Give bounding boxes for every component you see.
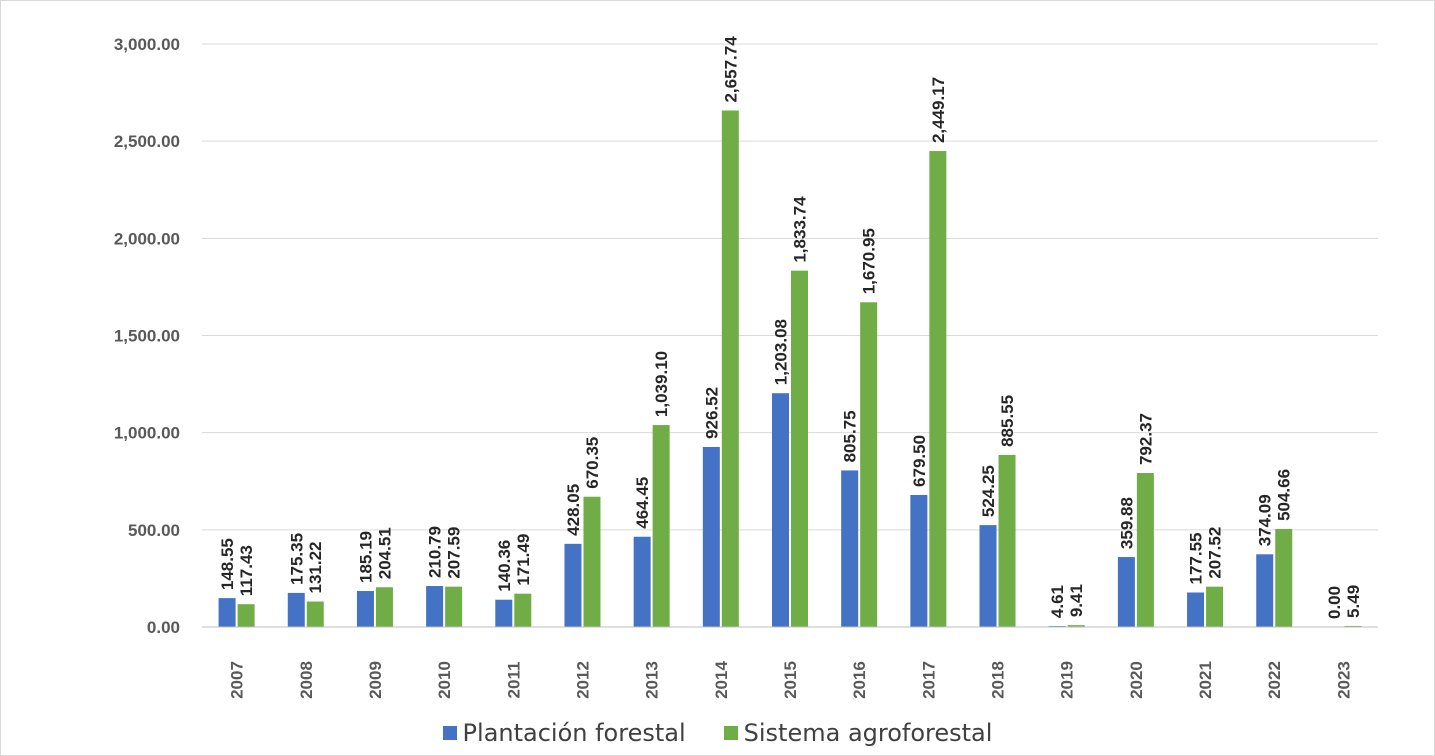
x-tick-label: 2015 — [781, 661, 800, 699]
x-tick-label: 2014 — [712, 661, 731, 699]
data-label: 210.79 — [426, 526, 445, 578]
bar-agroforestal — [1275, 528, 1293, 627]
bar-agroforestal — [1136, 473, 1154, 627]
x-tick-label: 2009 — [366, 661, 385, 699]
bar-agroforestal — [514, 593, 532, 627]
legend: Plantación forestal Sistema agroforestal — [0, 713, 1435, 753]
data-label: 2,449.17 — [929, 77, 948, 143]
bar-agroforestal — [1344, 625, 1362, 627]
data-label: 207.52 — [1206, 527, 1225, 579]
data-label: 504.66 — [1275, 469, 1294, 521]
bar-plantacion — [979, 525, 997, 627]
bar-agroforestal — [445, 586, 463, 627]
bar-plantacion — [426, 586, 444, 627]
data-label: 175.35 — [287, 533, 306, 585]
data-label: 679.50 — [910, 435, 929, 487]
legend-item-agroforestal: Sistema agroforestal — [723, 719, 993, 747]
data-label: 0.00 — [1325, 586, 1344, 619]
bar-plantacion — [495, 599, 513, 627]
bar-plantacion — [772, 393, 789, 627]
x-tick-label: 2016 — [850, 661, 869, 699]
legend-label-plantacion: Plantación forestal — [462, 719, 686, 747]
data-label: 1,670.95 — [860, 228, 879, 294]
x-tick-label: 2020 — [1127, 661, 1146, 699]
bar-agroforestal — [583, 496, 601, 627]
y-tick-label: 2,000.00 — [114, 229, 180, 248]
data-label: 1,833.74 — [791, 196, 810, 263]
bar-plantacion — [633, 536, 651, 627]
data-label: 805.75 — [841, 410, 860, 462]
data-label: 926.52 — [702, 387, 721, 439]
bar-agroforestal — [929, 151, 947, 628]
data-label: 177.55 — [1187, 532, 1206, 584]
bar-plantacion — [287, 592, 305, 627]
bar-plantacion — [1256, 554, 1274, 627]
bar-agroforestal — [791, 270, 808, 627]
bar-agroforestal — [237, 604, 255, 627]
x-tick-label: 2018 — [989, 661, 1008, 699]
x-tick-label: 2017 — [919, 661, 938, 699]
data-label: 131.22 — [306, 541, 325, 593]
data-label: 2,657.74 — [721, 36, 740, 103]
bar-agroforestal — [306, 601, 324, 627]
bar-agroforestal — [998, 454, 1016, 627]
data-label: 1,039.10 — [652, 351, 671, 417]
x-tick-label: 2010 — [435, 661, 454, 699]
data-label: 204.51 — [375, 527, 394, 579]
data-label: 117.43 — [237, 545, 256, 596]
bar-plantacion — [564, 543, 582, 627]
bar-agroforestal — [721, 110, 739, 628]
bar-agroforestal — [860, 302, 878, 627]
legend-swatch-agroforestal — [723, 726, 738, 740]
x-tick-label: 2013 — [643, 661, 662, 699]
bar-plantacion — [218, 598, 236, 627]
data-label: 140.36 — [495, 540, 514, 592]
y-tick-label: 3,000.00 — [114, 35, 180, 54]
data-label: 464.45 — [633, 477, 652, 529]
bar-plantacion — [1117, 557, 1135, 627]
y-tick-label: 2,500.00 — [114, 132, 180, 151]
data-label: 792.37 — [1136, 413, 1155, 465]
data-label: 885.55 — [998, 395, 1017, 447]
bar-agroforestal — [375, 587, 393, 627]
data-label: 171.49 — [514, 534, 533, 586]
data-label: 5.49 — [1344, 585, 1363, 618]
legend-item-plantacion: Plantación forestal — [442, 719, 686, 747]
x-tick-label: 2021 — [1196, 661, 1215, 699]
y-tick-label: 500.00 — [128, 521, 180, 540]
data-label: 9.41 — [1067, 584, 1086, 617]
bar-agroforestal — [1067, 625, 1085, 627]
bar-agroforestal — [652, 425, 670, 627]
data-label: 185.19 — [356, 531, 375, 583]
y-tick-label: 1,000.00 — [114, 424, 180, 443]
x-tick-label: 2007 — [228, 661, 247, 699]
x-tick-label: 2022 — [1265, 661, 1284, 699]
x-tick-label: 2023 — [1334, 661, 1353, 699]
data-label: 148.55 — [218, 538, 237, 590]
data-label: 670.35 — [583, 437, 602, 489]
x-tick-label: 2008 — [297, 661, 316, 699]
legend-label-agroforestal: Sistema agroforestal — [743, 719, 993, 747]
bar-agroforestal — [1206, 586, 1224, 627]
y-tick-label: 0.00 — [147, 618, 180, 637]
y-tick-label: 1,500.00 — [114, 327, 180, 346]
bar-plantacion — [702, 446, 720, 627]
legend-swatch-plantacion — [442, 726, 457, 740]
data-label: 359.88 — [1117, 497, 1136, 549]
data-label: 524.25 — [979, 465, 998, 517]
x-tick-label: 2019 — [1058, 661, 1077, 699]
bar-plantacion — [910, 494, 928, 627]
bar-plantacion — [356, 591, 374, 627]
x-tick-label: 2011 — [504, 662, 523, 699]
data-label: 428.05 — [564, 484, 583, 536]
bar-plantacion — [841, 470, 859, 627]
bar-plantacion — [1187, 592, 1205, 627]
data-label: 207.59 — [445, 527, 464, 579]
data-label: 4.61 — [1048, 585, 1067, 618]
data-label: 1,203.08 — [772, 319, 791, 385]
data-label: 374.09 — [1256, 494, 1275, 546]
x-tick-label: 2012 — [573, 661, 592, 699]
